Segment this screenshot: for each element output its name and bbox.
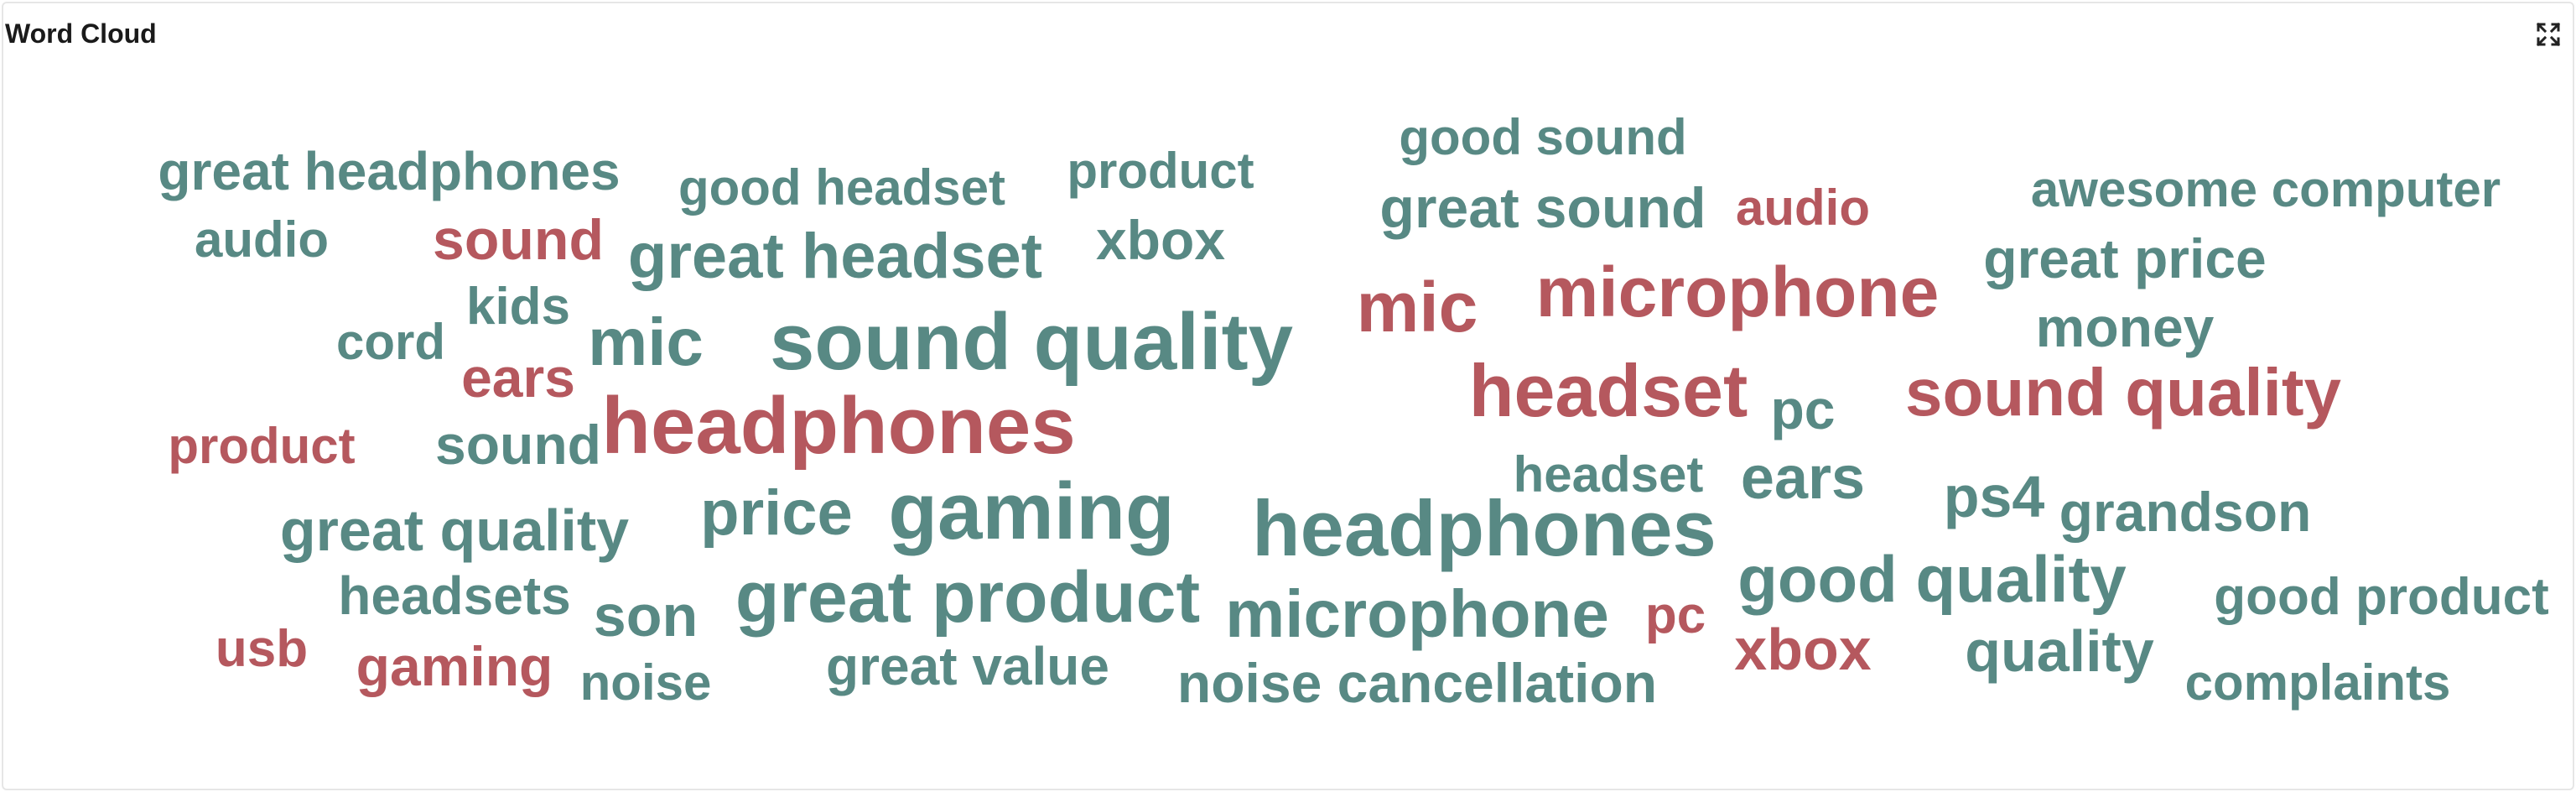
- word-positive: headset: [1513, 446, 1704, 503]
- word-positive: price: [700, 477, 853, 549]
- word-positive: mic: [588, 305, 704, 379]
- word-positive: great price: [1983, 227, 2267, 289]
- word-positive: xbox: [1095, 209, 1226, 271]
- word-positive: quality: [1965, 618, 2154, 684]
- word-positive: sound: [435, 414, 601, 476]
- word-positive: microphone: [1225, 576, 1609, 651]
- word-positive: complaints: [2184, 654, 2451, 711]
- panel-title: Word Cloud: [5, 18, 157, 49]
- word-positive: headphones: [1252, 484, 1716, 572]
- word-negative: microphone: [1535, 253, 1940, 331]
- word-negative: product: [168, 418, 356, 474]
- word-positive: ps4: [1943, 464, 2045, 529]
- word-positive: cord: [335, 314, 446, 370]
- word-positive: kids: [465, 278, 571, 336]
- word-positive: awesome computer: [2030, 161, 2501, 217]
- word-positive: great headphones: [158, 141, 621, 201]
- word-positive: noise cancellation: [1176, 652, 1658, 714]
- word-cloud: great headphones good headset product good …: [3, 3, 2573, 789]
- word-positive: son: [593, 583, 699, 649]
- word-positive: great sound: [1379, 176, 1706, 240]
- word-positive: noise: [579, 654, 712, 711]
- word-negative: xbox: [1734, 617, 1872, 682]
- word-positive: gaming: [888, 466, 1175, 556]
- word-positive: money: [2035, 296, 2215, 358]
- word-positive: ears: [1740, 445, 1866, 512]
- word-positive: great value: [826, 636, 1109, 696]
- word-positive: good headset: [678, 159, 1006, 216]
- word-negative: audio: [1736, 180, 1870, 236]
- word-positive: headsets: [338, 565, 571, 626]
- word-negative: headphones: [601, 381, 1076, 471]
- word-positive: pc: [1770, 378, 1836, 440]
- word-positive: good quality: [1737, 542, 2127, 616]
- word-positive: product: [1067, 143, 1254, 199]
- word-negative: mic: [1356, 268, 1478, 346]
- word-positive: audio: [195, 211, 329, 268]
- word-positive: sound quality: [770, 297, 1293, 387]
- word-positive: great headset: [627, 221, 1043, 292]
- word-negative: headset: [1468, 349, 1748, 432]
- word-positive: grandson: [2059, 481, 2312, 543]
- word-positive: great quality: [279, 498, 630, 563]
- word-positive: good sound: [1399, 109, 1687, 165]
- word-positive: great product: [735, 557, 1201, 638]
- word-positive: good product: [2214, 568, 2549, 626]
- word-negative: ears: [461, 346, 575, 409]
- word-negative: usb: [215, 620, 309, 678]
- expand-icon[interactable]: [2536, 22, 2561, 47]
- word-negative: sound: [433, 208, 604, 272]
- word-negative: pc: [1644, 586, 1706, 644]
- word-negative: sound quality: [1905, 355, 2341, 430]
- word-negative: gaming: [356, 635, 553, 697]
